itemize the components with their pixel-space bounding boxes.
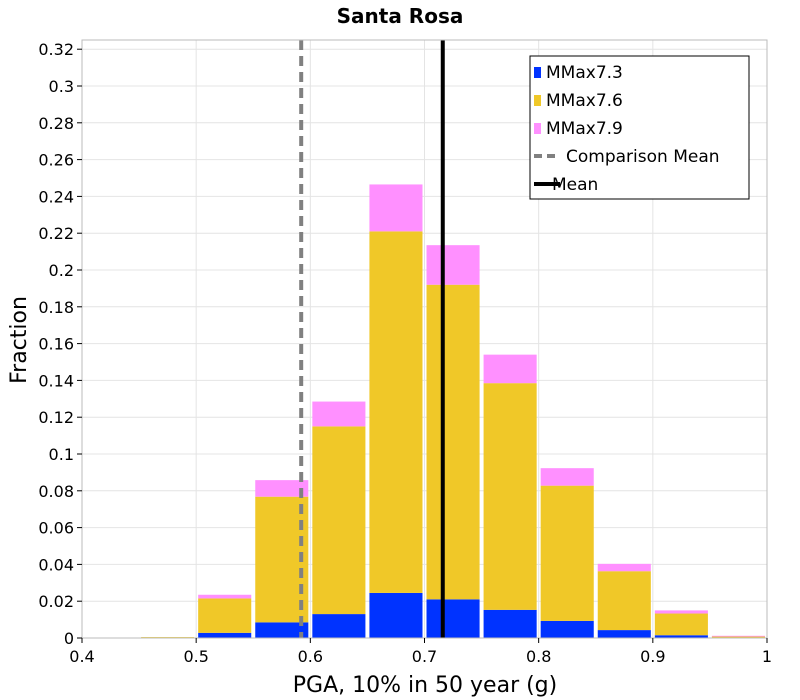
x-tick-label: 0.9 <box>640 647 665 666</box>
x-tick-label: 0.7 <box>412 647 437 666</box>
bar-mmax7-9-bin-5 <box>369 184 423 232</box>
y-tick-label: 0.22 <box>38 224 74 243</box>
bar-mmax7-6-bin-2 <box>198 598 252 633</box>
bar-mmax7-9-bin-2 <box>198 594 252 599</box>
y-tick-label: 0 <box>64 629 74 648</box>
legend-label: MMax7.6 <box>546 91 623 111</box>
legend-swatch-mmax7-9 <box>534 123 541 134</box>
x-axis-title: PGA, 10% in 50 year (g) <box>293 673 557 698</box>
bar-mmax7-3-bin-10 <box>654 635 708 638</box>
legend-swatch-mmax7-3 <box>534 67 541 78</box>
bar-mmax7-3-bin-5 <box>369 592 423 638</box>
x-tick-label: 1 <box>762 647 772 666</box>
y-tick-label: 0.18 <box>38 298 74 317</box>
y-tick-label: 0.06 <box>38 519 74 538</box>
bar-mmax7-9-bin-3 <box>255 480 309 497</box>
y-tick-label: 0.2 <box>49 261 74 280</box>
y-tick-label: 0.26 <box>38 151 74 170</box>
x-axis-ticks: 0.4 0.5 0.6 0.7 0.8 0.9 1 <box>69 638 772 666</box>
bar-mmax7-3-bin-8 <box>540 620 594 638</box>
bars-group <box>84 184 765 639</box>
legend-swatch-mmax7-6 <box>534 95 541 106</box>
x-tick-label: 0.4 <box>69 647 94 666</box>
bar-mmax7-9-bin-6 <box>426 245 480 285</box>
y-axis-ticks: 0 0.02 0.04 0.06 0.08 0.1 0.12 0.14 0.16 0.18 0.2 0… <box>38 40 82 648</box>
bar-mmax7-3-bin-2 <box>198 632 252 638</box>
bar-mmax7-6-bin-5 <box>369 231 423 593</box>
bar-mmax7-9-bin-11 <box>711 635 765 637</box>
y-tick-label: 0.28 <box>38 114 74 133</box>
y-tick-label: 0.12 <box>38 408 74 427</box>
bar-mmax7-3-bin-4 <box>312 614 366 638</box>
x-tick-label: 0.6 <box>298 647 323 666</box>
legend-label: MMax7.3 <box>546 63 623 83</box>
bar-mmax7-9-bin-8 <box>540 468 594 486</box>
y-tick-label: 0.04 <box>38 555 74 574</box>
legend-label: Comparison Mean <box>566 147 720 167</box>
bar-mmax7-3-bin-3 <box>255 622 309 638</box>
bar-mmax7-3-bin-9 <box>597 630 651 638</box>
bar-mmax7-9-bin-7 <box>483 354 537 384</box>
bar-mmax7-6-bin-4 <box>312 426 366 615</box>
legend-label: MMax7.9 <box>546 119 623 139</box>
bar-mmax7-9-bin-10 <box>654 610 708 614</box>
y-tick-label: 0.3 <box>49 77 74 96</box>
y-tick-label: 0.32 <box>38 40 74 59</box>
y-tick-label: 0.02 <box>38 592 74 611</box>
bar-mmax7-6-bin-7 <box>483 383 537 610</box>
y-tick-label: 0.14 <box>38 371 74 390</box>
legend-label: Mean <box>552 175 598 195</box>
bar-mmax7-6-bin-11 <box>711 636 765 638</box>
y-tick-label: 0.16 <box>38 335 74 354</box>
chart-title: Santa Rosa <box>337 4 464 28</box>
bar-mmax7-9-bin-4 <box>312 401 366 427</box>
y-tick-label: 0.1 <box>49 445 74 464</box>
bar-mmax7-6-bin-6 <box>426 284 480 600</box>
y-axis-title: Fraction <box>7 296 32 384</box>
bar-mmax7-9-bin-9 <box>597 563 651 572</box>
bar-mmax7-3-bin-7 <box>483 609 537 638</box>
x-tick-label: 0.5 <box>183 647 208 666</box>
bar-mmax7-6-bin-10 <box>654 613 708 636</box>
y-tick-label: 0.08 <box>38 482 74 501</box>
bar-mmax7-6-bin-8 <box>540 485 594 621</box>
legend: MMax7.3 MMax7.6 MMax7.9 Comparison Mean Mean <box>529 55 750 200</box>
bar-mmax7-6-bin-9 <box>597 571 651 631</box>
y-tick-label: 0.24 <box>38 187 74 206</box>
bar-mmax7-3-bin-6 <box>426 599 480 638</box>
legend-box <box>529 55 750 200</box>
x-tick-label: 0.8 <box>526 647 551 666</box>
reference-lines <box>299 40 445 638</box>
